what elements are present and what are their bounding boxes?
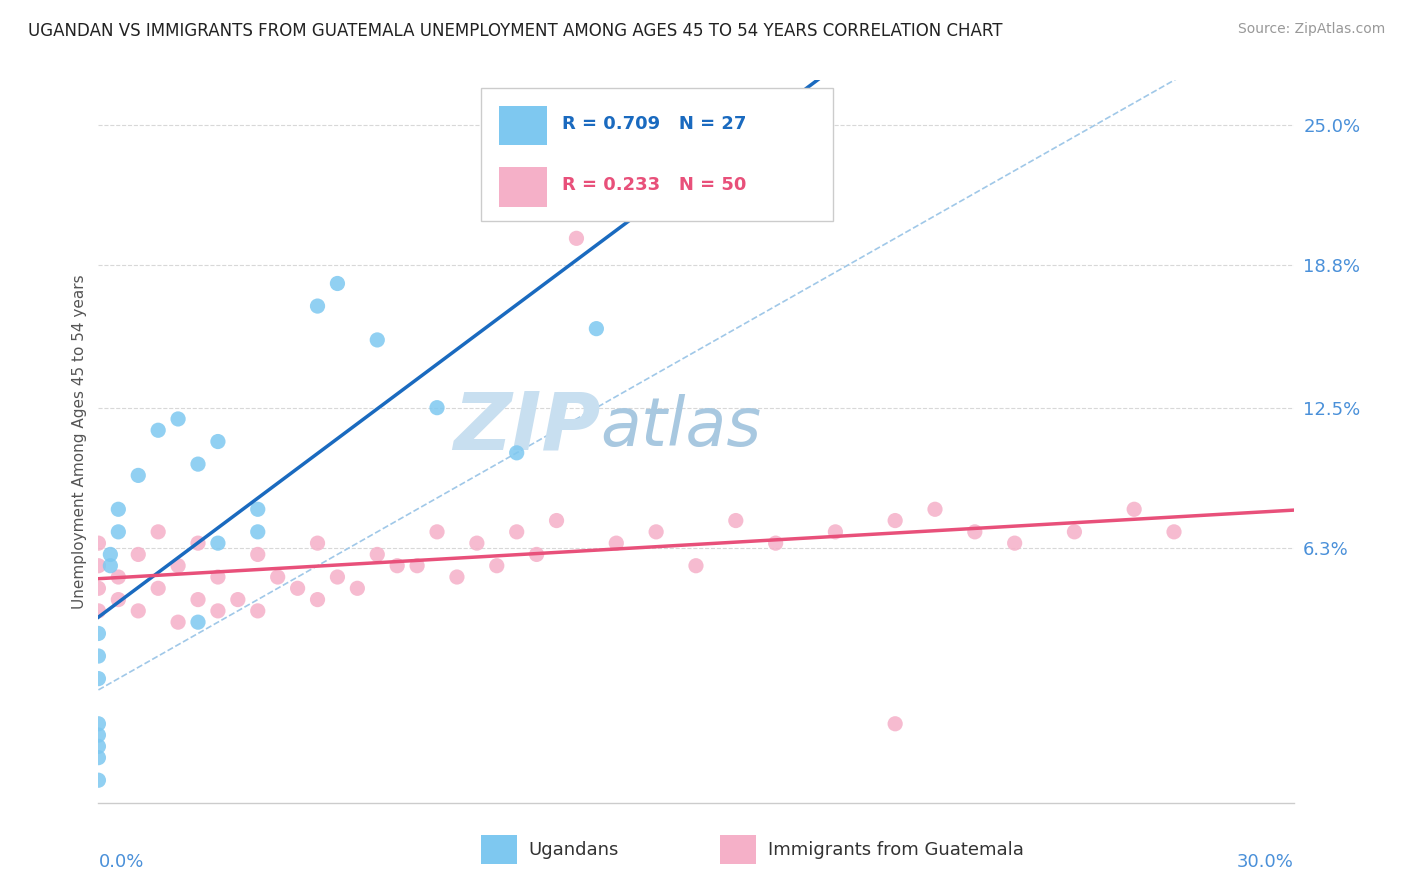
Point <box>824 524 846 539</box>
Point <box>187 592 209 607</box>
Text: R = 0.233   N = 50: R = 0.233 N = 50 <box>562 176 747 194</box>
Point <box>346 582 368 596</box>
Point <box>605 536 627 550</box>
FancyBboxPatch shape <box>481 87 834 221</box>
Point <box>585 321 607 335</box>
Point <box>87 536 110 550</box>
Point <box>207 434 229 449</box>
Bar <box>720 835 756 864</box>
Text: ZIP: ZIP <box>453 388 600 467</box>
Text: 30.0%: 30.0% <box>1237 854 1294 871</box>
Point <box>87 739 110 754</box>
Point <box>107 570 129 584</box>
Point <box>465 536 488 550</box>
Point <box>1004 536 1026 550</box>
Point <box>87 582 110 596</box>
Point <box>246 502 269 516</box>
Point <box>884 716 907 731</box>
Point <box>207 570 229 584</box>
Point <box>187 457 209 471</box>
Bar <box>499 167 547 207</box>
Point <box>307 299 329 313</box>
Point <box>406 558 429 573</box>
Point <box>87 672 110 686</box>
Point <box>127 548 149 562</box>
Point <box>98 558 122 573</box>
Point <box>207 536 229 550</box>
Text: Source: ZipAtlas.com: Source: ZipAtlas.com <box>1237 22 1385 37</box>
Point <box>724 514 747 528</box>
Bar <box>481 835 517 864</box>
Point <box>385 558 409 573</box>
Point <box>267 570 290 584</box>
Point <box>87 728 110 742</box>
Text: 0.0%: 0.0% <box>98 854 143 871</box>
Point <box>685 558 707 573</box>
Point <box>167 615 190 630</box>
Point <box>924 502 946 516</box>
Point <box>87 604 110 618</box>
Point <box>963 524 986 539</box>
Point <box>1123 502 1146 516</box>
Point <box>87 716 110 731</box>
Text: atlas: atlas <box>600 394 762 460</box>
Point <box>506 524 529 539</box>
Text: Ugandans: Ugandans <box>529 841 619 859</box>
Point <box>1163 524 1185 539</box>
Point <box>645 524 668 539</box>
Point <box>326 570 349 584</box>
Text: R = 0.709   N = 27: R = 0.709 N = 27 <box>562 115 747 133</box>
Point <box>884 514 907 528</box>
Point <box>246 548 269 562</box>
Point <box>565 231 588 245</box>
Point <box>148 582 170 596</box>
Point <box>246 524 269 539</box>
Point <box>765 536 787 550</box>
Point <box>107 502 129 516</box>
Point <box>187 615 209 630</box>
Point <box>107 592 129 607</box>
Point <box>87 750 110 764</box>
Point <box>1063 524 1085 539</box>
Point <box>446 570 468 584</box>
Point <box>107 524 129 539</box>
Point <box>167 412 190 426</box>
Point <box>546 514 568 528</box>
Point <box>87 558 110 573</box>
Point <box>426 524 449 539</box>
Point <box>506 446 529 460</box>
Point <box>307 536 329 550</box>
Point <box>87 773 110 788</box>
Point <box>87 648 110 663</box>
Y-axis label: Unemployment Among Ages 45 to 54 years: Unemployment Among Ages 45 to 54 years <box>72 274 87 609</box>
Point <box>426 401 449 415</box>
Point <box>127 604 149 618</box>
Point <box>287 582 309 596</box>
Point <box>366 333 388 347</box>
Point <box>167 558 190 573</box>
Point <box>127 468 149 483</box>
Text: UGANDAN VS IMMIGRANTS FROM GUATEMALA UNEMPLOYMENT AMONG AGES 45 TO 54 YEARS CORR: UGANDAN VS IMMIGRANTS FROM GUATEMALA UNE… <box>28 22 1002 40</box>
Bar <box>499 105 547 145</box>
Point <box>246 604 269 618</box>
Point <box>207 604 229 618</box>
Point <box>148 524 170 539</box>
Point <box>485 558 508 573</box>
Point <box>526 548 548 562</box>
Text: Immigrants from Guatemala: Immigrants from Guatemala <box>768 841 1024 859</box>
Point <box>226 592 249 607</box>
Point <box>98 548 122 562</box>
Point <box>326 277 349 291</box>
Point <box>87 626 110 640</box>
Point <box>148 423 170 437</box>
Point <box>307 592 329 607</box>
Point <box>366 548 388 562</box>
Point <box>187 536 209 550</box>
